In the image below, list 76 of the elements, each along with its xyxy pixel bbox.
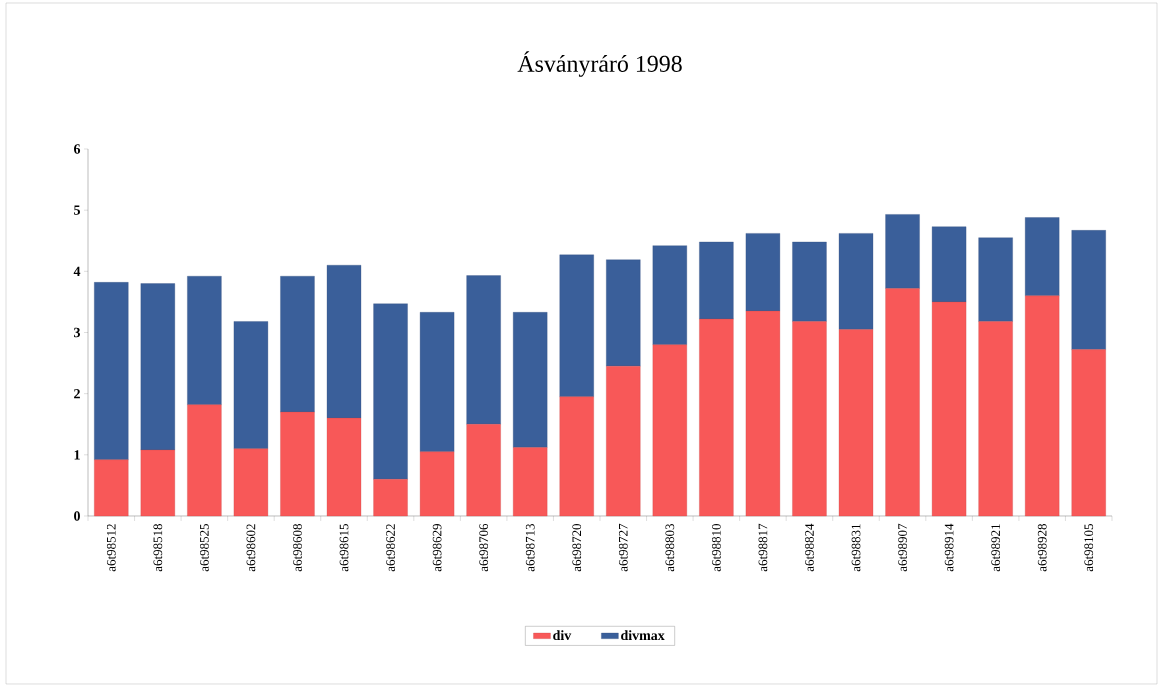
x-tick-label: a6t98921 — [991, 524, 1001, 572]
bar — [140, 449, 175, 517]
chart-title: Ásványráró 1998 — [517, 51, 682, 77]
bar — [652, 344, 687, 517]
x-tick-label: a6t98817 — [758, 523, 768, 572]
bar — [419, 312, 455, 452]
x-tick-label: a6t98525 — [200, 524, 209, 572]
x-tick-label: a6t98831 — [851, 524, 861, 572]
bar — [1025, 295, 1060, 517]
bar — [513, 447, 548, 517]
bar — [606, 365, 641, 517]
bar — [931, 301, 967, 517]
bar — [94, 459, 129, 517]
bar — [373, 303, 408, 480]
bar — [606, 259, 641, 367]
bar — [326, 417, 362, 517]
x-tick-label: a6t98518 — [153, 523, 163, 572]
bar — [559, 254, 594, 397]
bar — [233, 321, 269, 449]
bar — [94, 282, 129, 460]
bar — [187, 404, 222, 517]
bar — [792, 321, 827, 517]
bar — [838, 329, 874, 517]
bar — [838, 233, 874, 330]
x-tick-label: a6t98803 — [665, 524, 675, 572]
bar — [745, 310, 781, 517]
bar — [187, 276, 222, 405]
bar — [280, 276, 315, 413]
x-tick-label: a6t98907 — [898, 523, 907, 572]
bar — [699, 318, 734, 517]
x-tick-label: a6t98810 — [712, 523, 721, 572]
bar — [373, 479, 408, 517]
legend-label: div — [553, 630, 572, 641]
bar — [466, 275, 501, 425]
bar — [792, 241, 827, 322]
bar — [1025, 217, 1060, 296]
bar — [978, 237, 1013, 322]
x-tick-label: a6t98727 — [618, 523, 628, 572]
x-tick-label: a6t98629 — [432, 524, 442, 572]
bar — [699, 241, 734, 320]
bar — [559, 396, 594, 517]
bar — [280, 411, 315, 517]
y-tick-label: 3 — [74, 327, 81, 338]
x-tick-label: a6t98914 — [944, 523, 954, 572]
y-tick-label: 5 — [74, 205, 80, 215]
bar — [233, 448, 269, 517]
bar — [1071, 230, 1106, 350]
x-tick-label: a6t98706 — [479, 523, 489, 572]
x-tick-label: a6t98622 — [386, 524, 395, 572]
bar — [466, 424, 501, 517]
bar — [326, 265, 362, 419]
bar — [419, 451, 455, 517]
y-tick-label: 6 — [74, 144, 81, 154]
x-tick-label: a6t98615 — [339, 524, 349, 572]
bar — [745, 233, 781, 312]
bar — [652, 245, 687, 345]
x-tick-label: a6t98512 — [106, 524, 116, 572]
bar — [885, 214, 920, 289]
x-tick-label: a6t98602 — [246, 524, 256, 572]
x-tick-label: a6t98824 — [805, 523, 814, 572]
x-tick-label: a6t98720 — [572, 523, 582, 572]
x-tick-label: a6t98105 — [1084, 524, 1094, 572]
y-tick-label: 0 — [74, 511, 80, 521]
bar — [1071, 349, 1106, 517]
legend-label: divmax — [621, 630, 665, 641]
x-tick-label: a6t98928 — [1037, 523, 1047, 572]
bar — [513, 312, 548, 448]
y-tick-label: 2 — [74, 389, 80, 399]
x-tick-label: a6t98608 — [293, 523, 302, 572]
bar — [978, 321, 1013, 517]
bar — [931, 226, 967, 303]
x-tick-label: a6t98713 — [525, 524, 535, 572]
y-tick-label: 4 — [73, 266, 81, 276]
y-tick-label: 1 — [74, 450, 80, 460]
bar — [885, 288, 920, 517]
bar — [140, 283, 175, 451]
